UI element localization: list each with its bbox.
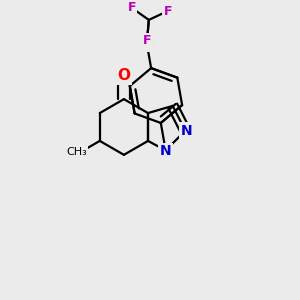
Text: F: F bbox=[128, 2, 136, 14]
Text: O: O bbox=[117, 68, 130, 83]
Text: N: N bbox=[160, 144, 171, 158]
Text: CH₃: CH₃ bbox=[66, 147, 87, 157]
Text: F: F bbox=[164, 4, 172, 17]
Text: F: F bbox=[143, 34, 151, 47]
Text: N: N bbox=[181, 124, 192, 138]
Text: O: O bbox=[141, 36, 153, 50]
